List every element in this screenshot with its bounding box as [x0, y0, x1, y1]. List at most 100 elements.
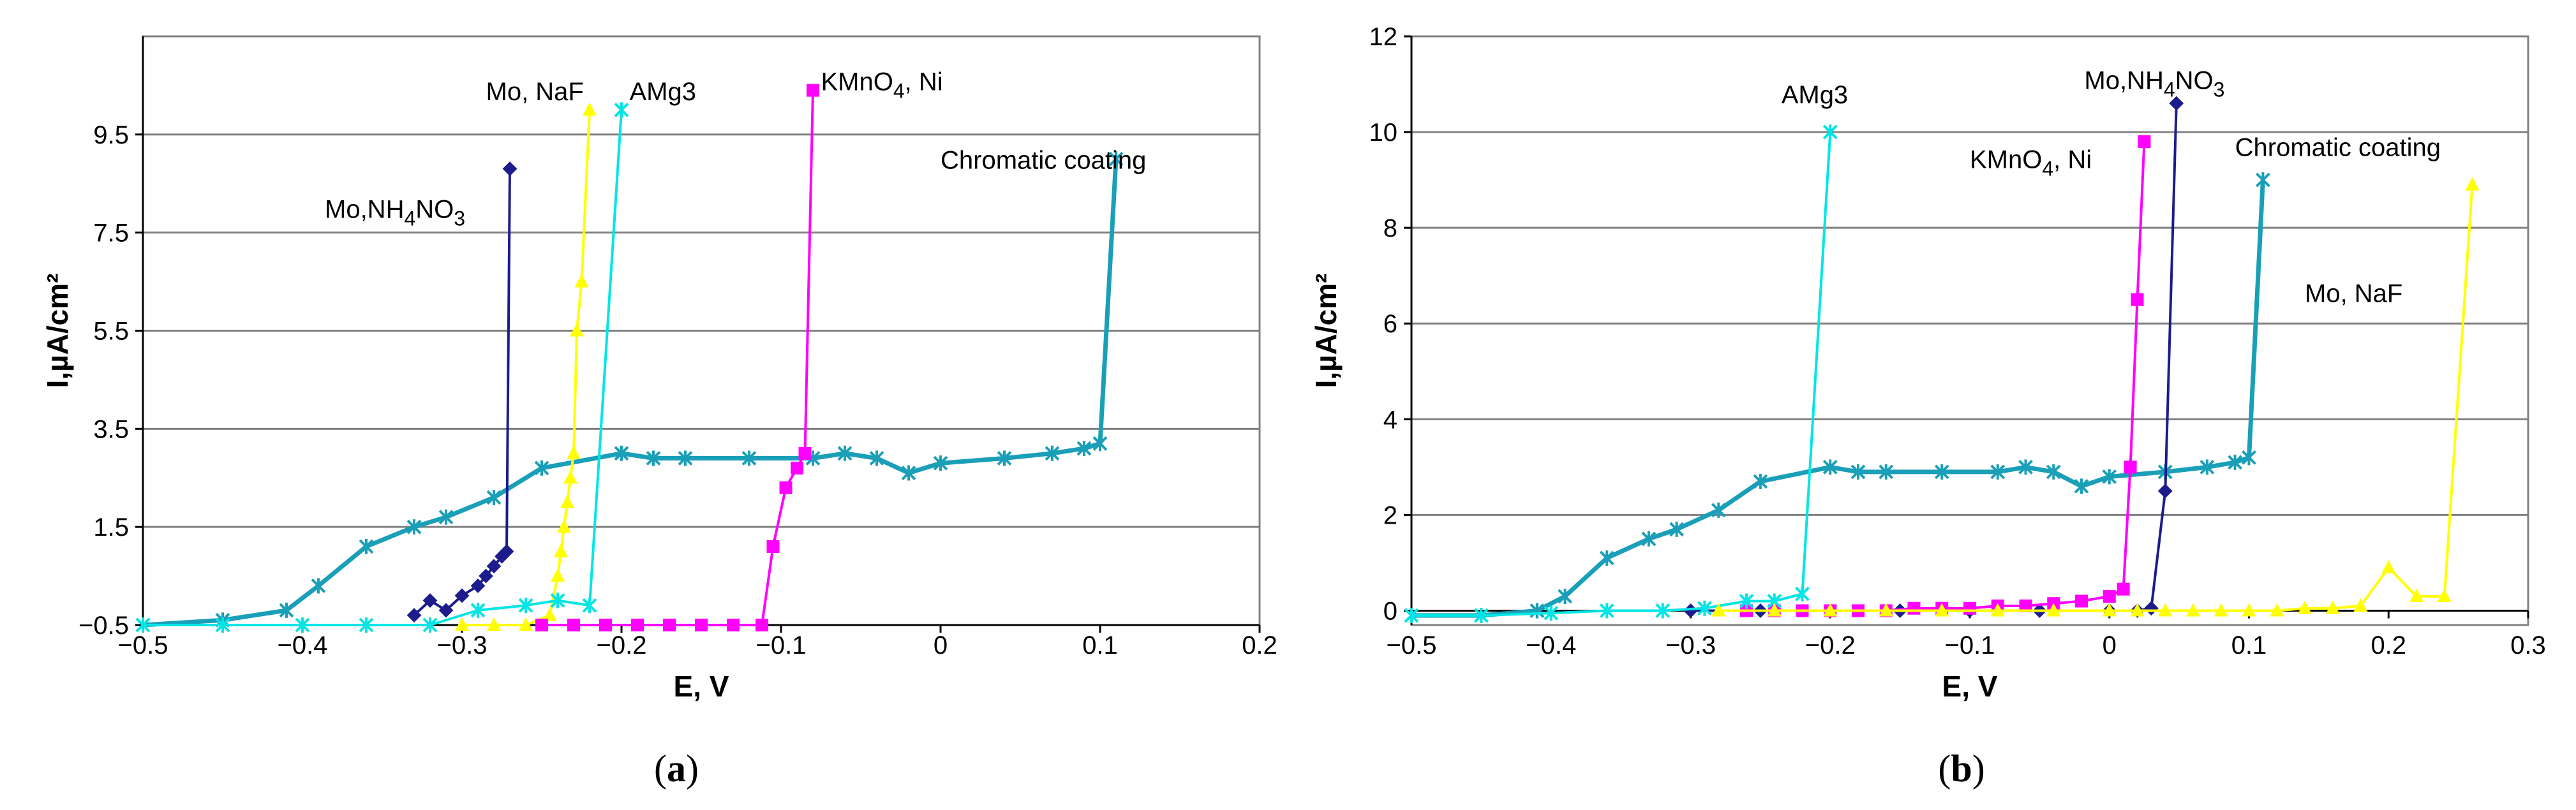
x-tick-label: 0.2 — [1242, 631, 1277, 659]
y-tick-label: 4 — [1383, 406, 1397, 434]
panel-label: (a) — [654, 747, 699, 790]
data-point-chromatic-coating — [678, 450, 693, 466]
data-point-kmno4-ni — [756, 619, 768, 631]
data-point-chromatic-coating — [1850, 464, 1866, 480]
data-point-chromatic-coating — [2046, 464, 2061, 480]
data-point-amg3 — [1544, 605, 1559, 621]
y-tick-label: 1.5 — [93, 513, 129, 541]
data-point-chromatic-coating — [646, 450, 661, 466]
data-point-amg3 — [135, 617, 151, 633]
data-point-mo-naf — [2186, 603, 2200, 617]
data-point-kmno4-ni — [2075, 594, 2088, 608]
data-point-kmno4-ni — [779, 481, 793, 494]
data-point-kmno4-ni — [2103, 589, 2116, 603]
data-point-chromatic-coating — [311, 578, 326, 594]
series-label-mo-naf: Mo, NaF — [486, 78, 584, 106]
data-point-chromatic-coating — [1711, 502, 1726, 518]
data-point-kmno4-ni — [766, 540, 780, 553]
y-tick-label: 12 — [1369, 23, 1398, 51]
data-point-chromatic-coating — [2018, 459, 2033, 475]
y-tick-label: 8 — [1383, 214, 1397, 242]
data-point-mo-nh4no3 — [470, 578, 486, 593]
data-point-chromatic-coating — [534, 460, 549, 476]
data-point-kmno4-ni — [663, 619, 676, 631]
data-point-mo-naf — [2298, 600, 2312, 614]
data-point-mo-nh4no3 — [2169, 96, 2184, 111]
y-tick-label: 0 — [1383, 597, 1397, 625]
data-point-chromatic-coating — [901, 465, 916, 481]
data-point-chromatic-coating — [741, 450, 757, 466]
data-point-mo-naf — [2130, 603, 2145, 617]
data-point-mo-naf — [2465, 177, 2480, 191]
y-tick-label: −0.5 — [78, 612, 129, 640]
data-point-mo-naf — [574, 274, 589, 288]
series-label-chromatic-coating: Chromatic coating — [941, 147, 1146, 175]
data-point-mo-nh4no3 — [406, 608, 422, 623]
data-point-chromatic-coating — [2228, 454, 2243, 470]
y-tick-label: 5.5 — [93, 318, 129, 346]
x-axis-title: E, V — [674, 670, 729, 703]
data-point-chromatic-coating — [869, 450, 884, 466]
x-tick-label: 0.3 — [2510, 631, 2546, 659]
data-point-mo-naf — [2381, 559, 2396, 573]
data-point-mo-nh4no3 — [422, 593, 438, 608]
data-point-mo-naf — [2437, 588, 2452, 602]
data-point-mo-naf — [2270, 603, 2284, 617]
data-point-amg3 — [1697, 600, 1712, 616]
data-point-mo-nh4no3 — [2157, 483, 2173, 499]
series-label-chromatic-coating: Chromatic coating — [2235, 134, 2441, 162]
data-point-mo-naf — [567, 445, 581, 459]
x-tick-label: 0.1 — [1082, 631, 1118, 659]
series-label-mo-nh4no3: Mo,NH4NO3 — [325, 196, 465, 230]
data-point-chromatic-coating — [2255, 172, 2270, 188]
data-point-chromatic-coating — [837, 445, 852, 461]
data-point-kmno4-ni — [631, 619, 644, 631]
data-point-chromatic-coating — [1092, 436, 1108, 452]
data-point-mo-naf — [1935, 603, 1949, 617]
data-point-chromatic-coating — [1753, 473, 1768, 489]
data-point-chromatic-coating — [2074, 478, 2089, 494]
data-point-chromatic-coating — [279, 602, 294, 618]
data-point-kmno4-ni — [1963, 601, 1976, 615]
data-point-kmno4-ni — [599, 619, 612, 631]
data-point-kmno4-ni — [807, 84, 819, 97]
data-point-chromatic-coating — [486, 490, 502, 506]
data-point-mo-naf — [2325, 600, 2340, 614]
data-point-amg3 — [550, 593, 565, 608]
data-point-mo-naf — [560, 494, 574, 508]
data-point-amg3 — [614, 102, 629, 118]
data-point-chromatic-coating — [1108, 151, 1124, 167]
data-point-mo-naf — [554, 543, 568, 557]
x-tick-label: −0.1 — [1945, 631, 1995, 659]
data-point-mo-naf — [583, 102, 597, 116]
data-point-kmno4-ni — [791, 461, 803, 475]
y-tick-label: 2 — [1383, 501, 1397, 529]
data-point-kmno4-ni — [2138, 135, 2151, 149]
data-point-amg3 — [518, 598, 533, 614]
data-point-kmno4-ni — [535, 619, 548, 631]
data-point-chromatic-coating — [1879, 464, 1894, 480]
series-label-mo-nh4no3: Mo,NH4NO3 — [2084, 67, 2224, 101]
series-chromatic-coating: Chromatic coating — [135, 147, 1146, 633]
series-mo-naf: Mo, NaF — [1711, 177, 2480, 617]
data-point-amg3 — [1599, 603, 1614, 619]
x-axis-title: E, V — [1942, 670, 1998, 703]
data-point-mo-naf — [2046, 603, 2061, 617]
data-point-chromatic-coating — [1558, 588, 1573, 604]
data-point-mo-naf — [570, 323, 584, 337]
series-mo-naf: Mo, NaF — [455, 78, 597, 631]
data-point-amg3 — [1822, 124, 1838, 140]
data-point-kmno4-ni — [567, 619, 580, 631]
data-point-mo-naf — [2353, 598, 2368, 612]
series-amg3: AMg3 — [1404, 81, 1848, 623]
x-tick-label: −0.4 — [278, 631, 328, 659]
data-point-chromatic-coating — [1076, 441, 1092, 457]
series-amg3: AMg3 — [135, 78, 696, 633]
data-point-mo-naf — [487, 617, 501, 631]
data-point-chromatic-coating — [359, 538, 374, 554]
y-axis-title: I,µA/cm² — [1309, 274, 1343, 388]
data-point-amg3 — [359, 617, 374, 633]
x-tick-label: −0.3 — [437, 631, 488, 659]
series-label-kmno4-ni: KMnO4, Ni — [1970, 145, 2092, 180]
